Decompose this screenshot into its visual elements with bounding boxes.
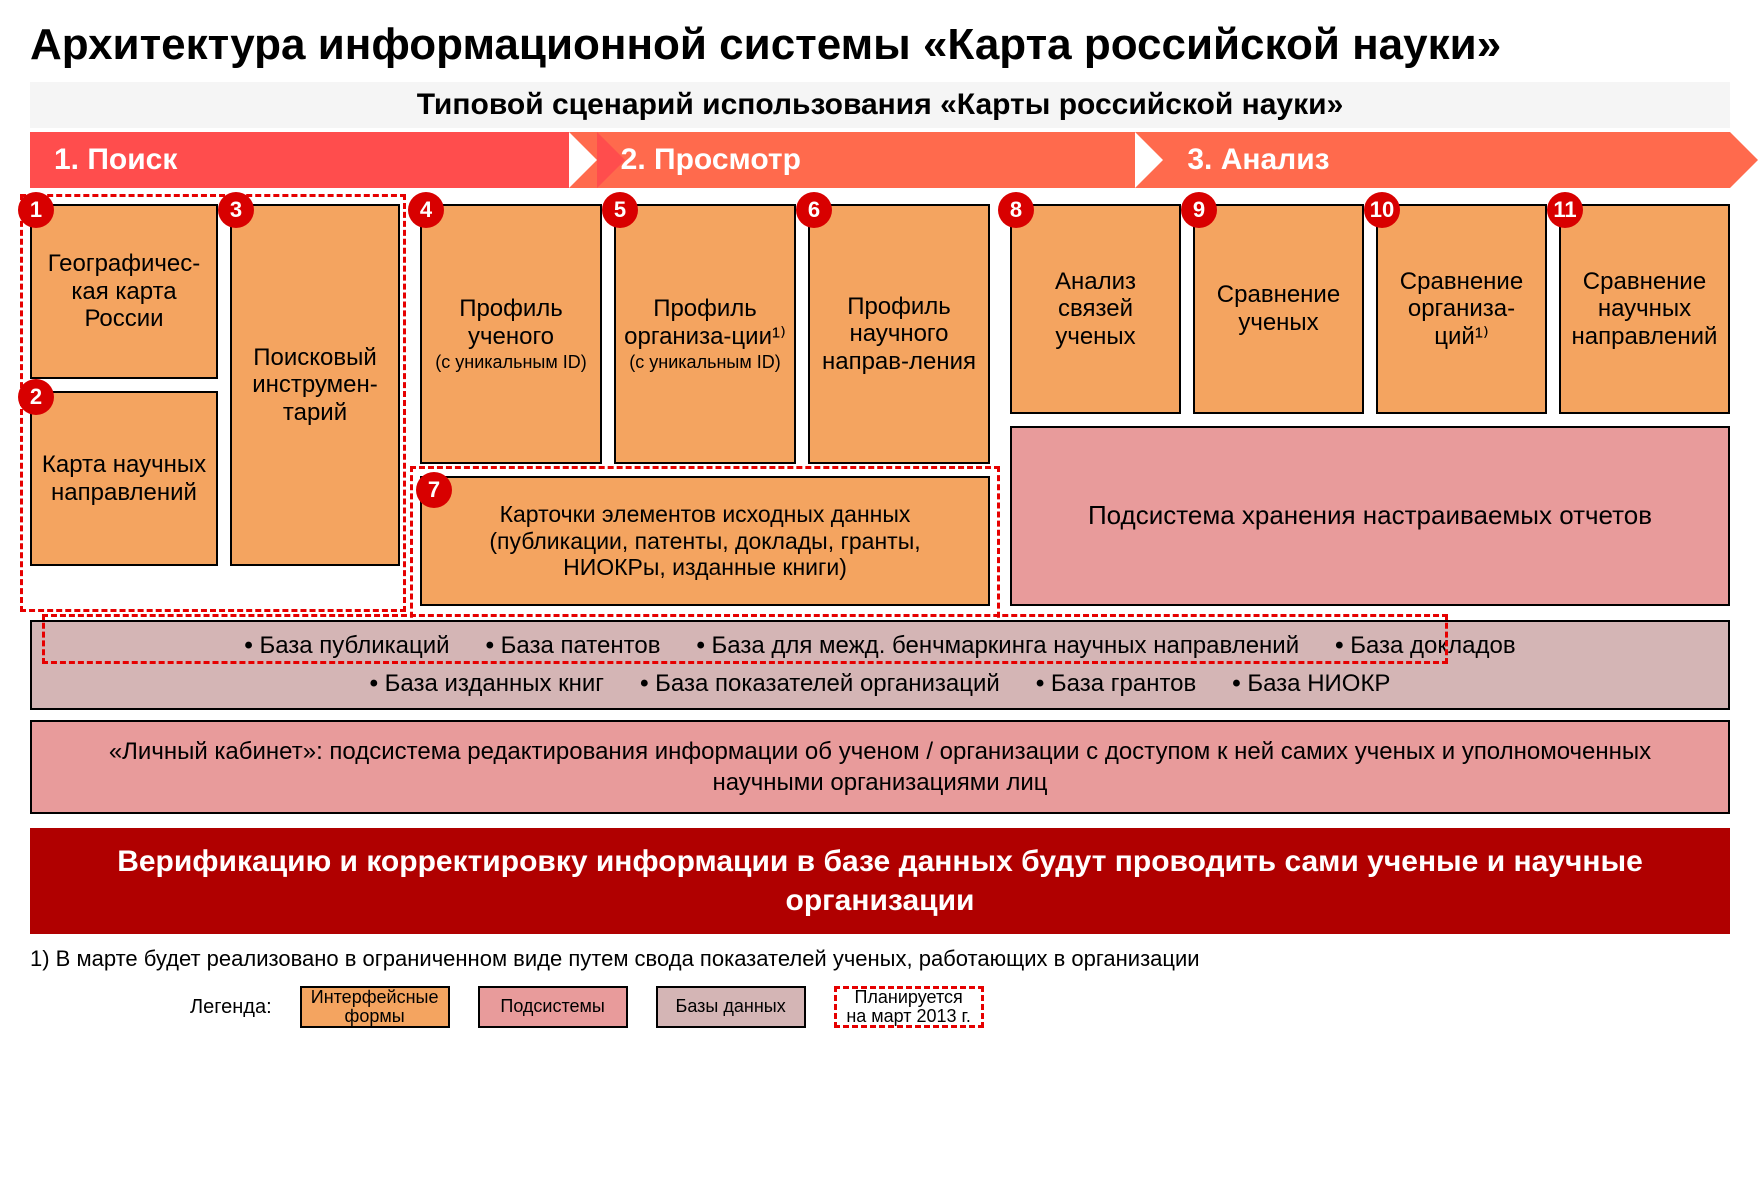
- badge-9: 9: [1181, 192, 1217, 228]
- box-link-analysis: 8 Анализ связей ученых: [1010, 204, 1181, 414]
- badge-8: 8: [998, 192, 1034, 228]
- badge-7: 7: [416, 472, 452, 508]
- badge-1: 1: [18, 192, 54, 228]
- chevron-view: 2. Просмотр: [569, 132, 1164, 188]
- personal-cabinet: «Личный кабинет»: подсистема редактирова…: [30, 720, 1730, 814]
- badge-6: 6: [796, 192, 832, 228]
- box-direction-profile: 6 Профиль научного направ-ления: [808, 204, 990, 464]
- databases-band: База публикаций База патентов База для м…: [30, 620, 1730, 710]
- db-org-indicators: База показателей организаций: [640, 670, 1000, 698]
- legend-databases: Базы данных: [656, 986, 806, 1028]
- badge-4: 4: [408, 192, 444, 228]
- db-grants: База грантов: [1036, 670, 1196, 698]
- subtitle: Типовой сценарий использования «Карты ро…: [30, 82, 1730, 128]
- db-row-1: База публикаций База патентов База для м…: [54, 632, 1706, 660]
- chevron-analysis: 3. Анализ: [1135, 132, 1730, 188]
- column-analysis: 8 Анализ связей ученых 9 Сравнение учены…: [1010, 204, 1730, 606]
- box-geo-map: 1 Географичес-кая карта России: [30, 204, 218, 379]
- box-data-cards: 7 Карточки элементов исходных данных (пу…: [420, 476, 990, 606]
- badge-11: 11: [1547, 192, 1583, 228]
- legend-label: Легенда:: [190, 996, 272, 1019]
- box-search-tools: 3 Поисковый инструмен-тарий: [230, 204, 400, 566]
- db-niokr: База НИОКР: [1232, 670, 1390, 698]
- db-publications: База публикаций: [244, 632, 449, 660]
- db-row-2: База изданных книг База показателей орга…: [54, 670, 1706, 698]
- box-compare-orgs: 10 Сравнение организа-ций¹⁾: [1376, 204, 1547, 414]
- box-compare-scientists: 9 Сравнение ученых: [1193, 204, 1364, 414]
- chevron-search: 1. Поиск: [30, 132, 597, 188]
- legend-planned: Планируется на март 2013 г.: [834, 986, 984, 1028]
- box-reports-subsystem: Подсистема хранения настраиваемых отчето…: [1010, 426, 1730, 606]
- column-view: 4 Профиль ученого (с уникальным ID) 5 Пр…: [420, 204, 990, 606]
- box-org-profile: 5 Профиль организа-ции¹⁾ (с уникальным I…: [614, 204, 796, 464]
- scenario-chevrons: 1. Поиск 2. Просмотр 3. Анализ: [30, 132, 1730, 188]
- legend-interface: Интерфейсные формы: [300, 986, 450, 1028]
- box-scientist-profile: 4 Профиль ученого (с уникальным ID): [420, 204, 602, 464]
- db-benchmark: База для межд. бенчмаркинга научных напр…: [696, 632, 1299, 660]
- column-search: 1 Географичес-кая карта России 2 Карта н…: [30, 204, 400, 606]
- db-reports: База докладов: [1335, 632, 1516, 660]
- badge-2: 2: [18, 379, 54, 415]
- badge-5: 5: [602, 192, 638, 228]
- main-row: 1 Географичес-кая карта России 2 Карта н…: [30, 204, 1730, 606]
- badge-10: 10: [1364, 192, 1400, 228]
- footnote: 1) В марте будет реализовано в ограничен…: [30, 946, 1730, 972]
- db-patents: База патентов: [486, 632, 661, 660]
- legend-subsystems: Подсистемы: [478, 986, 628, 1028]
- box-compare-directions: 11 Сравнение научных направлений: [1559, 204, 1730, 414]
- legend: Легенда: Интерфейсные формы Подсистемы Б…: [30, 986, 1730, 1028]
- db-books: База изданных книг: [370, 670, 605, 698]
- page-title: Архитектура информационной системы «Карт…: [30, 20, 1730, 70]
- badge-3: 3: [218, 192, 254, 228]
- verification-bar: Верификацию и корректировку информации в…: [30, 828, 1730, 934]
- box-directions-map: 2 Карта научных направлений: [30, 391, 218, 566]
